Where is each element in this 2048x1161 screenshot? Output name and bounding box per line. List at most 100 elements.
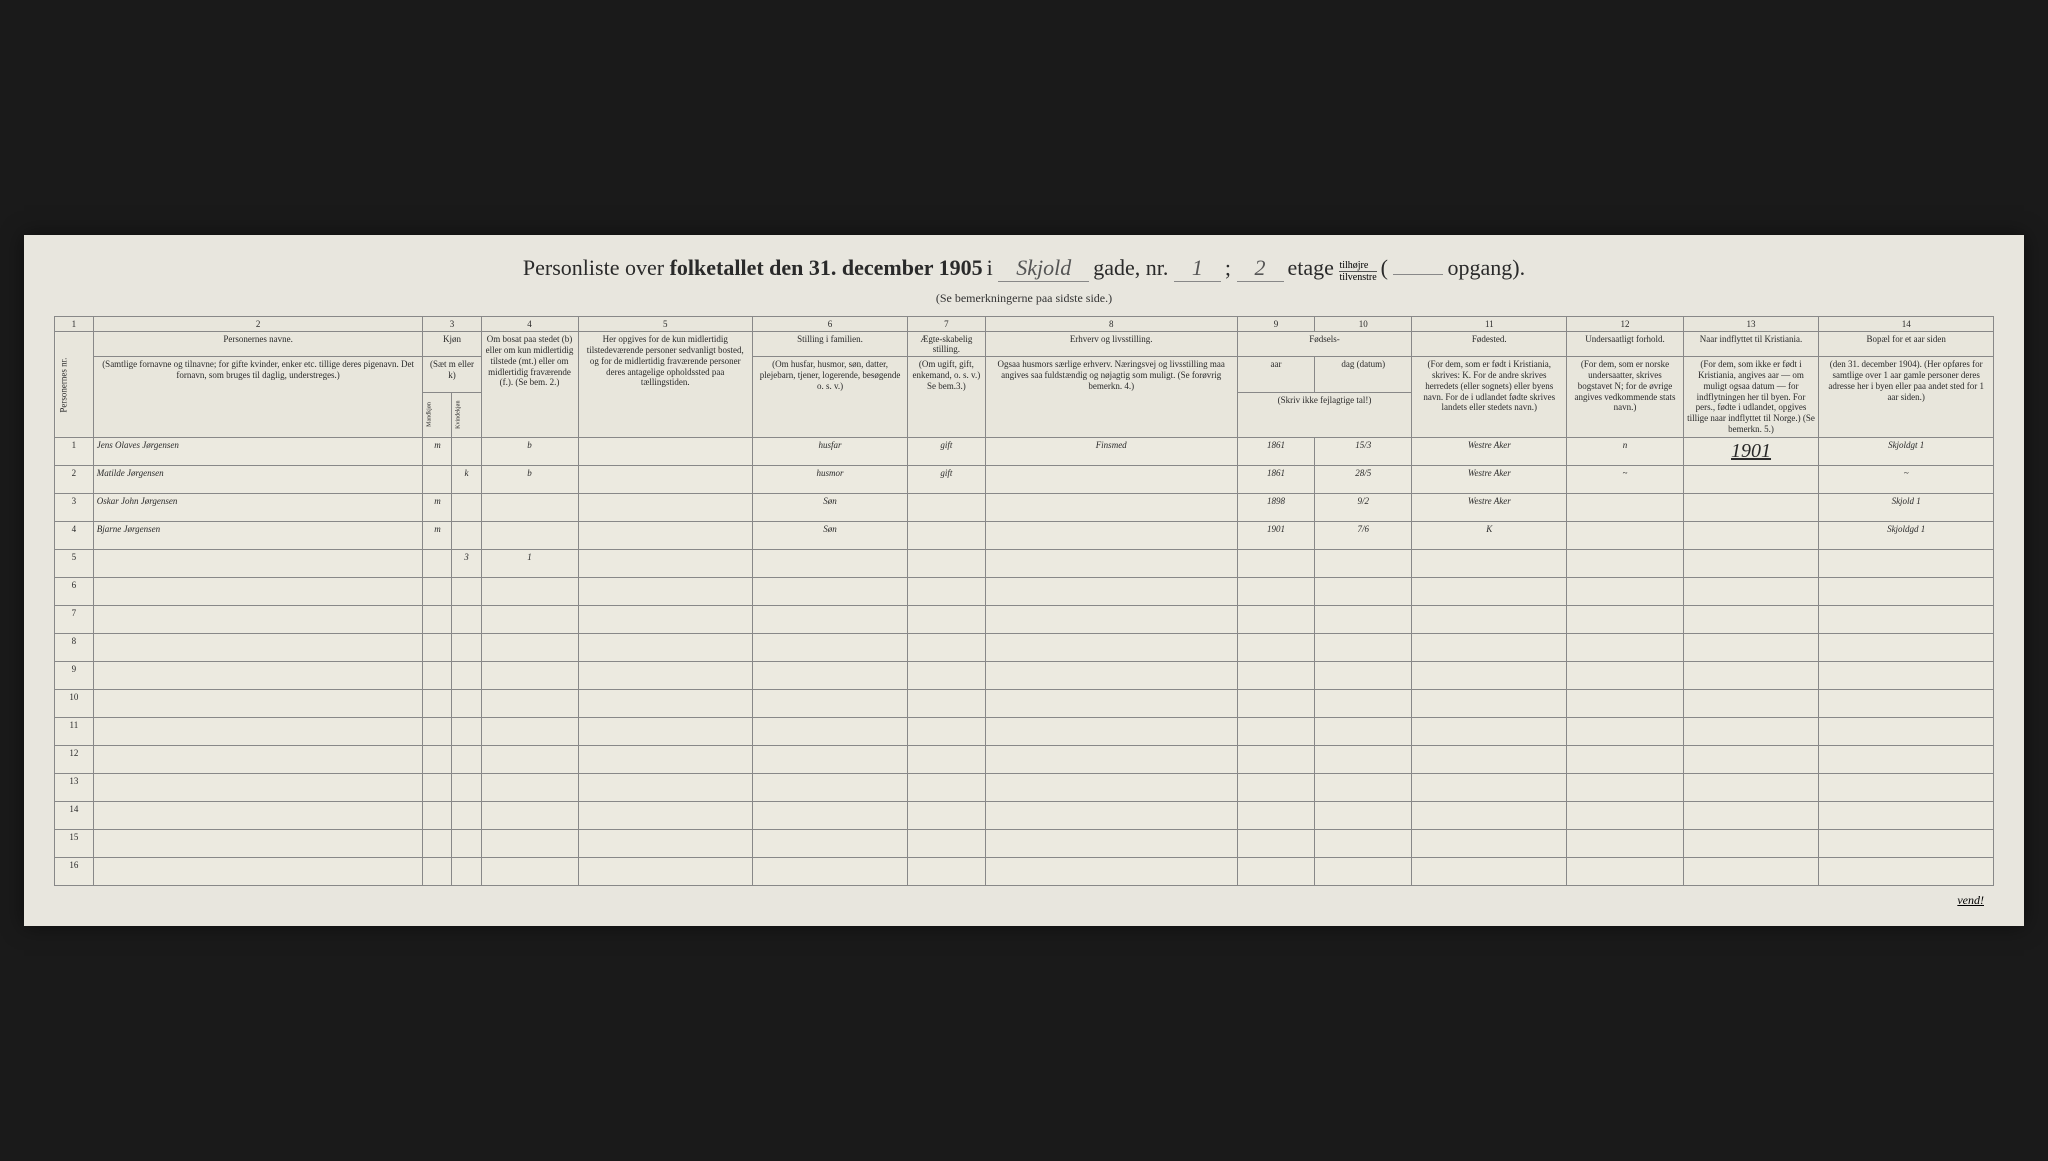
data-cell: [423, 661, 452, 689]
table-row: 7: [55, 605, 1994, 633]
data-cell: 9/2: [1315, 493, 1412, 521]
data-cell: [1567, 661, 1683, 689]
data-cell: [1237, 829, 1315, 857]
data-cell: gift: [908, 465, 986, 493]
data-cell: [1237, 773, 1315, 801]
data-cell: [1819, 605, 1994, 633]
data-cell: [93, 857, 423, 885]
data-cell: [908, 605, 986, 633]
row-number: 15: [55, 829, 94, 857]
census-document: Personliste over folketallet den 31. dec…: [24, 235, 2024, 925]
title-gade: gade, nr.: [1093, 255, 1174, 280]
title-etage: etage: [1288, 255, 1340, 280]
table-row: 11: [55, 717, 1994, 745]
data-cell: [1819, 661, 1994, 689]
table-row: 14: [55, 801, 1994, 829]
data-cell: [1237, 717, 1315, 745]
data-cell: [753, 773, 908, 801]
data-cell: [1819, 857, 1994, 885]
data-cell: m: [423, 493, 452, 521]
data-cell: [1683, 773, 1819, 801]
data-cell: [578, 605, 753, 633]
data-cell: [908, 549, 986, 577]
table-row: 15: [55, 829, 1994, 857]
data-cell: [1819, 717, 1994, 745]
data-cell: [452, 577, 481, 605]
data-cell: [1567, 773, 1683, 801]
colnum-7: 7: [908, 317, 986, 332]
data-cell: ~: [1567, 465, 1683, 493]
data-cell: [93, 633, 423, 661]
data-cell: [1567, 521, 1683, 549]
row-number: 11: [55, 717, 94, 745]
data-cell: [1412, 745, 1567, 773]
data-cell: [1683, 633, 1819, 661]
data-cell: [423, 801, 452, 829]
data-cell: [481, 801, 578, 829]
h-indflyt: Naar indflyttet til Kristiania.: [1683, 332, 1819, 357]
data-cell: [1819, 801, 1994, 829]
h-sted: Her opgives for de kun midlertidig tilst…: [578, 332, 753, 438]
h-bosat: Om bosat paa stedet (b) eller om kun mid…: [481, 332, 578, 438]
data-cell: [753, 801, 908, 829]
data-cell: [481, 717, 578, 745]
row-number: 6: [55, 577, 94, 605]
data-cell: Matilde Jørgensen: [93, 465, 423, 493]
data-cell: [423, 577, 452, 605]
data-cell: [423, 717, 452, 745]
data-cell: [908, 633, 986, 661]
data-cell: b: [481, 465, 578, 493]
data-cell: [1567, 549, 1683, 577]
data-cell: [481, 745, 578, 773]
data-cell: Westre Aker: [1412, 437, 1567, 465]
data-cell: [1683, 857, 1819, 885]
data-cell: [93, 689, 423, 717]
data-cell: [452, 717, 481, 745]
data-cell: Skjold 1: [1819, 493, 1994, 521]
colnum-6: 6: [753, 317, 908, 332]
data-cell: Westre Aker: [1412, 493, 1567, 521]
data-cell: [1683, 493, 1819, 521]
data-cell: [578, 577, 753, 605]
colnum-12: 12: [1567, 317, 1683, 332]
data-cell: [1683, 605, 1819, 633]
data-cell: [93, 661, 423, 689]
data-cell: Oskar John Jørgensen: [93, 493, 423, 521]
data-cell: [423, 857, 452, 885]
h-erhverv: Erhverv og livsstilling.: [985, 332, 1237, 357]
data-cell: [1315, 689, 1412, 717]
data-cell: [1412, 829, 1567, 857]
data-cell: [423, 633, 452, 661]
data-cell: Søn: [753, 493, 908, 521]
data-cell: [1567, 689, 1683, 717]
data-cell: [452, 633, 481, 661]
data-cell: b: [481, 437, 578, 465]
table-row: 12: [55, 745, 1994, 773]
data-cell: [93, 801, 423, 829]
h-kvinde: Kvindekjøn: [452, 392, 481, 437]
data-cell: [578, 633, 753, 661]
data-cell: [93, 717, 423, 745]
data-cell: Skjoldgd 1: [1819, 521, 1994, 549]
data-cell: [1819, 577, 1994, 605]
data-cell: [423, 465, 452, 493]
data-cell: [1683, 745, 1819, 773]
data-cell: 28/5: [1315, 465, 1412, 493]
h-fodsels: Fødsels-: [1237, 332, 1411, 357]
row-number: 1: [55, 437, 94, 465]
data-cell: [908, 829, 986, 857]
data-cell: [908, 493, 986, 521]
colnum-8: 8: [985, 317, 1237, 332]
data-cell: [985, 549, 1237, 577]
data-cell: [481, 857, 578, 885]
data-cell: [452, 829, 481, 857]
data-cell: [985, 745, 1237, 773]
h-fodested-sub: (For dem, som er født i Kristiania, skri…: [1412, 357, 1567, 438]
tilhojre: tilhøjre: [1339, 260, 1376, 272]
title-i: i: [987, 255, 999, 280]
table-row: 2Matilde Jørgensenkbhusmorgift186128/5We…: [55, 465, 1994, 493]
data-cell: [578, 661, 753, 689]
data-cell: [753, 577, 908, 605]
subtitle: (Se bemerkningerne paa sidste side.): [54, 291, 1994, 306]
data-cell: [753, 549, 908, 577]
